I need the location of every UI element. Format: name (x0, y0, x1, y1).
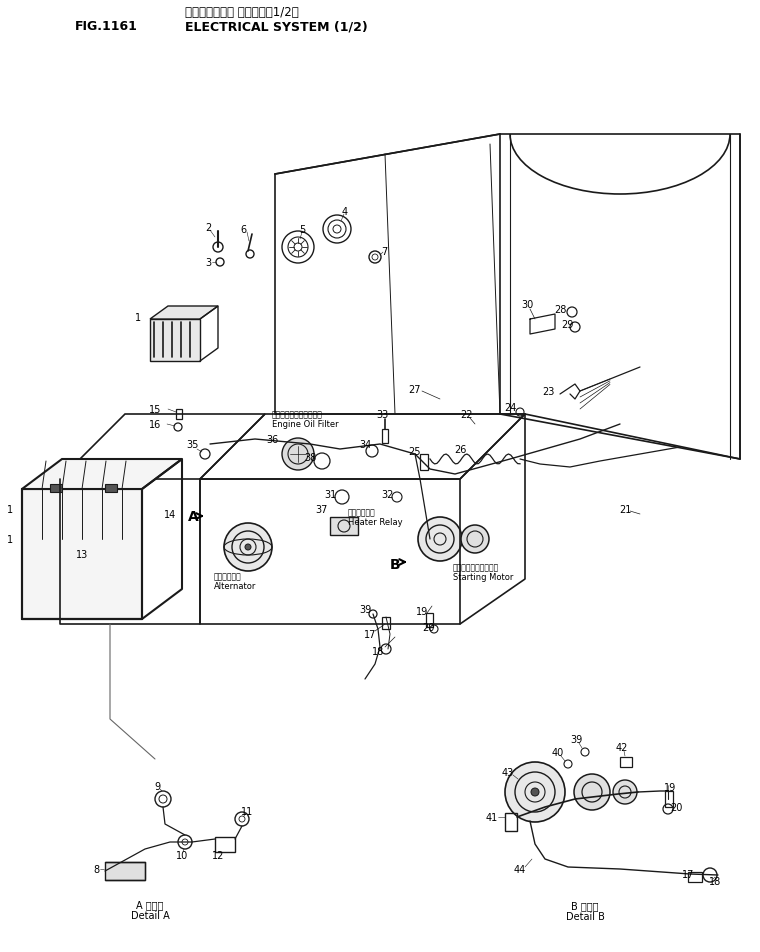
Text: Detail B: Detail B (565, 911, 604, 921)
Text: 14: 14 (164, 509, 176, 520)
Bar (382, 617, 390, 629)
Text: 37: 37 (316, 505, 328, 514)
Text: B 詳細図: B 詳細図 (572, 900, 599, 910)
Text: 16: 16 (149, 420, 161, 429)
Text: 20: 20 (670, 803, 682, 812)
Bar (50, 485, 62, 492)
Text: 15: 15 (149, 405, 161, 414)
Text: スターティングモータ: スターティングモータ (453, 563, 499, 572)
Text: エンジンオイルフィルタ: エンジンオイルフィルタ (272, 410, 323, 419)
Text: 13: 13 (76, 549, 88, 560)
Text: 18: 18 (709, 876, 721, 886)
Bar (620, 757, 632, 767)
Text: 35: 35 (185, 440, 198, 449)
Bar (105, 485, 117, 492)
Bar (22, 489, 142, 620)
Circle shape (613, 781, 637, 804)
Text: A: A (188, 509, 199, 524)
Text: 1: 1 (7, 505, 13, 514)
Text: 4: 4 (342, 207, 348, 217)
Text: 34: 34 (359, 440, 371, 449)
Text: 33: 33 (376, 409, 388, 420)
Bar (105, 863, 145, 880)
Circle shape (224, 524, 272, 571)
Text: 19: 19 (416, 606, 428, 616)
Text: 1: 1 (7, 534, 13, 545)
Circle shape (282, 439, 314, 470)
Text: 23: 23 (542, 387, 554, 397)
Text: 24: 24 (504, 403, 516, 412)
Text: 36: 36 (266, 434, 278, 445)
Bar (665, 791, 673, 807)
Circle shape (418, 518, 462, 562)
Text: ヒータリレー: ヒータリレー (348, 508, 375, 517)
Text: Detail A: Detail A (131, 910, 169, 920)
Circle shape (505, 763, 565, 823)
Text: 30: 30 (521, 300, 533, 309)
Bar (688, 872, 702, 883)
Text: 26: 26 (454, 445, 466, 454)
Text: 17: 17 (364, 629, 376, 640)
Text: 41: 41 (486, 812, 498, 823)
Text: 6: 6 (240, 225, 246, 235)
Circle shape (461, 526, 489, 553)
Bar (426, 613, 433, 627)
Text: 19: 19 (664, 783, 676, 792)
Text: 28: 28 (554, 305, 566, 315)
Text: 5: 5 (299, 225, 305, 235)
Text: エレクトリカル システム（1/2）: エレクトリカル システム（1/2） (185, 7, 299, 19)
Text: 27: 27 (409, 385, 421, 394)
Text: オルタネータ: オルタネータ (214, 572, 242, 581)
Polygon shape (150, 307, 218, 320)
Text: 22: 22 (461, 409, 473, 420)
Text: 11: 11 (241, 806, 253, 816)
Text: 2: 2 (205, 223, 211, 232)
Circle shape (531, 788, 539, 796)
Circle shape (574, 774, 610, 810)
Text: 17: 17 (682, 869, 694, 879)
Text: 1: 1 (135, 312, 141, 323)
Bar (382, 429, 388, 444)
Text: 3: 3 (205, 258, 211, 268)
Text: 43: 43 (502, 767, 514, 777)
Text: 18: 18 (372, 646, 384, 656)
Text: 38: 38 (304, 452, 316, 463)
Text: FIG.1161: FIG.1161 (75, 21, 138, 33)
Text: Engine Oil Filter: Engine Oil Filter (272, 420, 339, 429)
Circle shape (245, 545, 251, 550)
Bar (420, 454, 428, 470)
Bar (150, 320, 200, 362)
Bar (176, 409, 182, 420)
Text: 44: 44 (514, 864, 526, 874)
Bar (215, 837, 235, 852)
Text: Alternator: Alternator (214, 582, 256, 591)
Text: ELECTRICAL SYSTEM (1/2): ELECTRICAL SYSTEM (1/2) (185, 21, 368, 33)
Text: A 詳細図: A 詳細図 (136, 899, 163, 909)
Text: 25: 25 (409, 446, 421, 457)
Text: 9: 9 (154, 782, 160, 791)
Text: 12: 12 (212, 850, 224, 860)
Text: 32: 32 (382, 489, 394, 500)
Text: B: B (390, 558, 401, 571)
Text: 42: 42 (616, 743, 629, 752)
Text: Heater Relay: Heater Relay (348, 518, 403, 527)
Text: 20: 20 (422, 623, 434, 632)
Text: 39: 39 (570, 734, 582, 744)
Text: 7: 7 (381, 247, 387, 257)
Bar (330, 518, 358, 535)
Text: 39: 39 (359, 605, 371, 614)
Polygon shape (22, 460, 182, 489)
Text: 29: 29 (561, 320, 573, 329)
Text: 8: 8 (93, 864, 99, 874)
Text: Starting Motor: Starting Motor (453, 573, 513, 582)
Bar (505, 813, 517, 831)
Text: 21: 21 (619, 505, 632, 514)
Text: 31: 31 (324, 489, 336, 500)
Text: 10: 10 (176, 850, 188, 860)
Text: 40: 40 (552, 747, 564, 757)
